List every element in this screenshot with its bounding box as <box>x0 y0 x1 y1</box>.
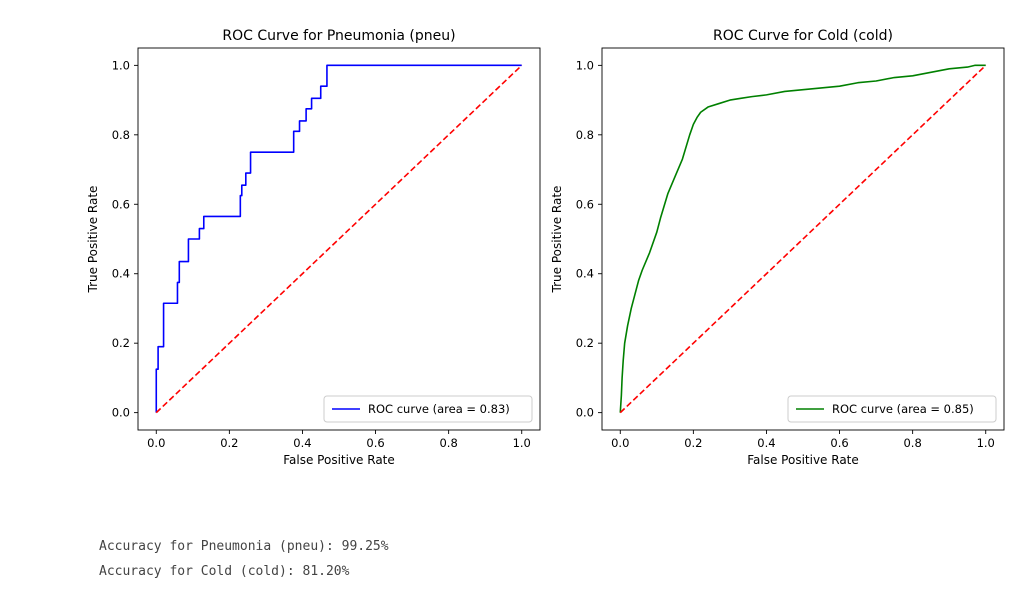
cold-y-tick-label: 0.0 <box>576 406 594 420</box>
cold-legend-label: ROC curve (area = 0.85) <box>832 402 974 416</box>
pneu-roc-curve <box>155 64 522 413</box>
pneu-y-tick-label: 1.0 <box>112 58 130 72</box>
roc-figure: 0.0 0.2 0.4 0.6 0.8 1.0 0.0 0.2 0.4 0.6 0.8 1.0 ROC … <box>86 28 1005 467</box>
cold-x-tick-label: 1.0 <box>977 436 995 450</box>
cold-x-tick-label: 0.4 <box>757 436 775 450</box>
cold-x-tick-label: 0.8 <box>903 436 921 450</box>
cold-y-tick-label: 0.4 <box>576 267 594 281</box>
cold-y-tick-label: 1.0 <box>576 58 594 72</box>
pneu-x-tick-label: 0.8 <box>439 436 457 450</box>
cold-x-tick-label: 0.2 <box>684 436 702 450</box>
pneu-x-tick-label: 0.0 <box>147 436 165 450</box>
pneu-chart-title: ROC Curve for Pneumonia (pneu) <box>222 28 455 44</box>
cold-x-tick-label: 0.6 <box>830 436 848 450</box>
cold-y-tick-label: 0.8 <box>576 128 594 142</box>
pneu-x-tick-label: 1.0 <box>513 436 531 450</box>
cold-legend: ROC curve (area = 0.85) <box>787 395 997 423</box>
cold-y-tick-label: 0.6 <box>576 197 594 211</box>
pneu-x-axis-label: False Positive Rate <box>283 453 395 467</box>
pneu-axes-frame <box>137 47 541 431</box>
pneu-x-tick-label: 0.4 <box>293 436 311 450</box>
pneu-y-tick-label: 0.2 <box>112 336 130 350</box>
cold-y-axis-label: True Positive Rate <box>550 186 564 294</box>
pneu-y-tick-label: 0.6 <box>112 197 130 211</box>
pneu-x-tick-label: 0.2 <box>220 436 238 450</box>
cold-x-tick-label: 0.0 <box>611 436 629 450</box>
accuracy-pneumonia-text: Accuracy for Pneumonia (pneu): 99.25% <box>99 539 389 554</box>
pneu-plot-area <box>155 64 523 414</box>
cold-roc-curve <box>619 64 986 413</box>
pneu-chance-line <box>155 64 523 414</box>
pneu-y-tick-label: 0.8 <box>112 128 130 142</box>
pneu-y-tick-label: 0.4 <box>112 267 130 281</box>
cold-legend-box <box>787 395 997 423</box>
cold-x-axis-label: False Positive Rate <box>747 453 859 467</box>
pneu-chart: 0.0 0.2 0.4 0.6 0.8 1.0 0.0 0.2 0.4 0.6 0.8 1.0 ROC … <box>86 28 541 467</box>
cold-chart-title: ROC Curve for Cold (cold) <box>713 28 893 44</box>
cold-plot-area <box>619 64 987 414</box>
pneu-y-tick-label: 0.0 <box>112 406 130 420</box>
cold-chart: 0.0 0.2 0.4 0.6 0.8 1.0 0.0 0.2 0.4 0.6 0.8 1.0 ROC … <box>550 28 1005 467</box>
cold-y-tick-label: 0.2 <box>576 336 594 350</box>
pneu-legend-box <box>323 395 533 423</box>
pneu-x-tick-label: 0.6 <box>366 436 384 450</box>
pneu-y-axis-label: True Positive Rate <box>86 186 100 294</box>
accuracy-cold-text: Accuracy for Cold (cold): 81.20% <box>99 564 350 579</box>
cold-chance-line <box>619 64 987 414</box>
pneu-legend: ROC curve (area = 0.83) <box>323 395 533 423</box>
cold-axes-frame <box>601 47 1005 431</box>
pneu-legend-label: ROC curve (area = 0.83) <box>368 402 510 416</box>
